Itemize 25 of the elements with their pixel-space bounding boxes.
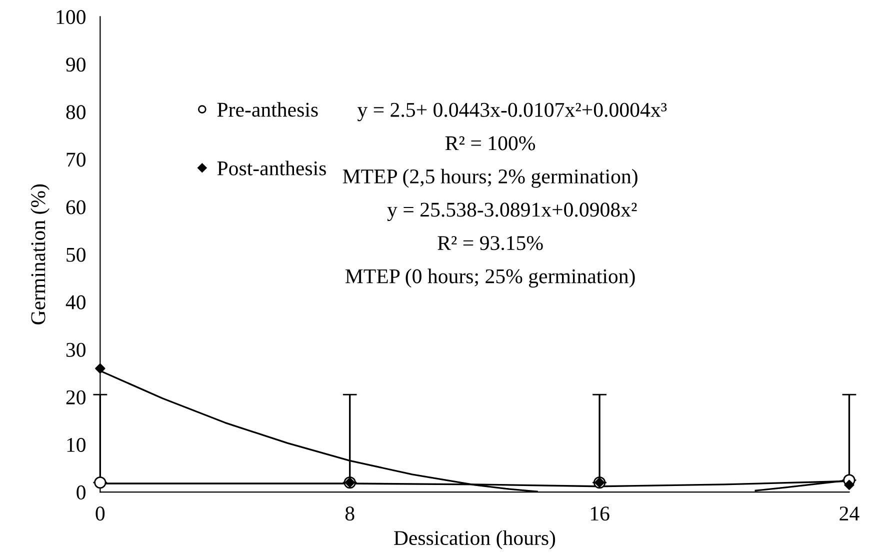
- x-tick-label: 16: [590, 506, 610, 521]
- y-tick-label: 20: [66, 390, 86, 404]
- annotation: MTEP (2,5 hours; 2% germination): [342, 168, 638, 188]
- y-tick-label: 50: [66, 248, 86, 262]
- y-tick-label: 70: [66, 152, 86, 167]
- x-axis-title: Dessication (hours): [394, 530, 556, 550]
- y-tick-label: 90: [66, 58, 86, 72]
- annotation: y = 2.5+ 0.0443x-0.0107x²+0.0004x³: [357, 102, 667, 122]
- x-tick-label: 0: [96, 506, 105, 521]
- annotation: R² = 100%: [445, 136, 536, 150]
- annotation: MTEP (0 hours; 25% germination): [345, 268, 635, 288]
- y-tick-label: 30: [66, 342, 86, 357]
- y-tick-label: 10: [67, 438, 86, 452]
- x-tick-label: 24: [840, 506, 860, 520]
- y-axis-title: Germination (%): [30, 184, 50, 324]
- legend-label: Post-anthesis: [217, 160, 326, 176]
- y-tick-label: 80: [66, 105, 86, 120]
- legend-label: Pre-anthesis: [217, 102, 318, 117]
- y-tick-label: 40: [66, 295, 86, 310]
- y-tick-label: 0: [76, 485, 86, 500]
- annotation: y = 25.538-3.0891x+0.0908x²: [387, 202, 637, 222]
- y-tick-label: 100: [56, 10, 86, 24]
- x-tick-label: 8: [345, 506, 354, 521]
- y-tick-label: 60: [66, 200, 86, 214]
- annotation: R² = 93.15%: [438, 236, 543, 250]
